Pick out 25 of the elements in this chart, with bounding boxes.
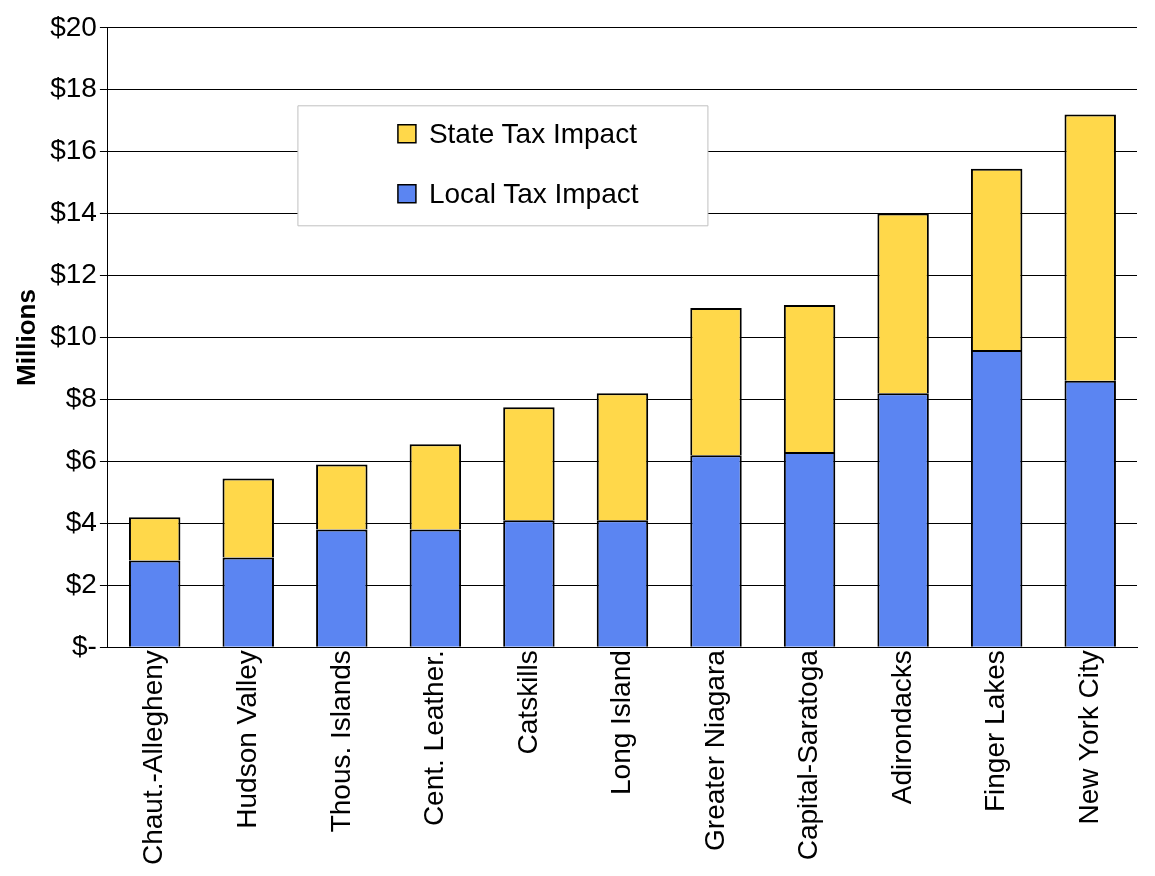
y-tick-label: $16 <box>50 134 97 166</box>
x-tick-label: Finger Lakes <box>979 650 1011 813</box>
y-tick-label: $10 <box>50 320 97 352</box>
x-tick-label: Adirondacks <box>885 650 917 805</box>
y-tick-label: $14 <box>50 196 97 228</box>
y-tick-label: $12 <box>50 258 97 290</box>
x-tick-label: Thous. Islands <box>324 650 356 833</box>
legend-label: Local Tax Impact <box>428 177 639 209</box>
y-tick-label: $4 <box>65 506 97 538</box>
y-axis-title: Millions <box>10 289 41 386</box>
y-tick-label: $8 <box>65 382 97 414</box>
x-tick-label: Chaut.-Allegheny <box>137 650 169 866</box>
x-tick-label: Capital-Saratoga <box>792 649 824 861</box>
y-tick-label: $6 <box>65 444 97 476</box>
x-tick-label: Catskills <box>511 650 543 755</box>
x-tick-label: Cent. Leather. <box>418 650 450 827</box>
x-tick-label: Long Island <box>605 650 637 795</box>
x-tick-label: Hudson Valley <box>230 650 262 829</box>
y-tick-label: $- <box>72 629 97 661</box>
y-tick-label: $18 <box>50 72 97 104</box>
x-tick-label: Greater Niagara <box>698 649 730 851</box>
y-tick-label: $2 <box>65 567 97 599</box>
y-tick-label: $20 <box>50 10 97 42</box>
legend-label: State Tax Impact <box>428 117 638 149</box>
x-tick-label: New York City <box>1072 650 1104 825</box>
